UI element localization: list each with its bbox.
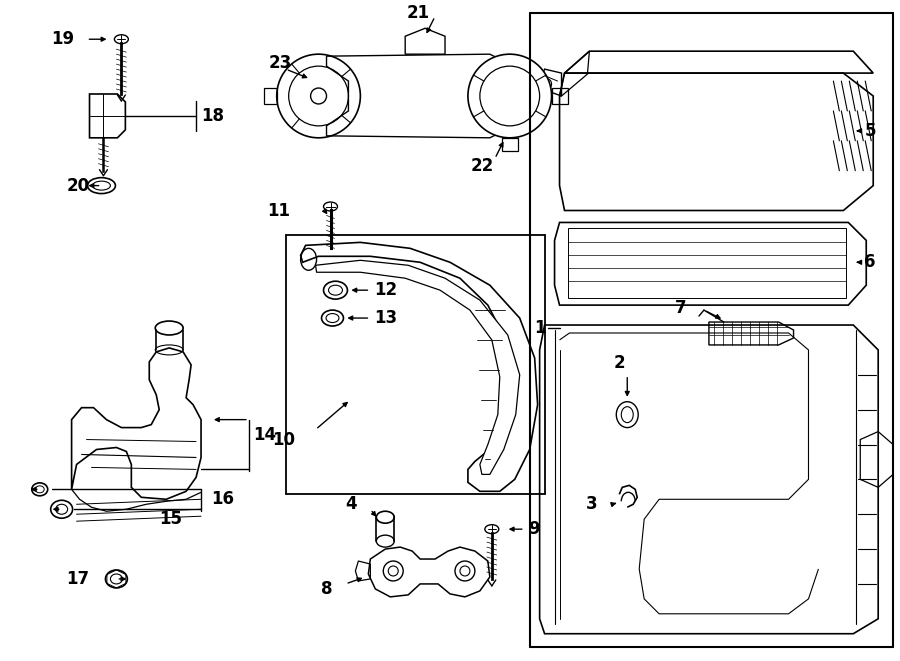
Polygon shape: [368, 547, 490, 597]
Polygon shape: [316, 260, 519, 475]
Ellipse shape: [50, 500, 73, 518]
Text: 15: 15: [159, 510, 182, 528]
Ellipse shape: [114, 35, 129, 44]
Text: 20: 20: [67, 176, 90, 194]
Text: 21: 21: [407, 5, 429, 22]
Ellipse shape: [616, 402, 638, 428]
Text: 2: 2: [614, 354, 626, 372]
Text: 8: 8: [320, 580, 332, 598]
Circle shape: [276, 54, 360, 137]
Polygon shape: [301, 243, 537, 491]
Ellipse shape: [155, 321, 183, 335]
Ellipse shape: [87, 178, 115, 194]
Text: 11: 11: [267, 202, 291, 219]
Ellipse shape: [32, 483, 48, 496]
Text: 5: 5: [864, 122, 876, 140]
Text: 23: 23: [269, 54, 292, 72]
Text: 22: 22: [470, 157, 493, 175]
Text: 1: 1: [535, 319, 546, 337]
Polygon shape: [72, 348, 201, 499]
Ellipse shape: [323, 281, 347, 299]
Text: 13: 13: [374, 309, 398, 327]
Text: 18: 18: [201, 107, 224, 125]
Text: 12: 12: [374, 281, 398, 299]
Circle shape: [383, 561, 403, 581]
Text: 16: 16: [211, 490, 234, 508]
Text: 19: 19: [51, 30, 75, 48]
Text: 3: 3: [586, 495, 598, 514]
Text: 17: 17: [67, 570, 90, 588]
Text: 7: 7: [675, 299, 687, 317]
Circle shape: [455, 561, 475, 581]
Circle shape: [310, 88, 327, 104]
Ellipse shape: [321, 310, 344, 326]
Text: 9: 9: [527, 520, 539, 538]
Text: 14: 14: [253, 426, 276, 444]
Polygon shape: [89, 94, 125, 137]
Ellipse shape: [376, 511, 394, 524]
Ellipse shape: [485, 525, 499, 533]
Ellipse shape: [105, 570, 128, 588]
Text: 10: 10: [273, 430, 296, 449]
Circle shape: [468, 54, 552, 137]
Text: 6: 6: [864, 253, 876, 271]
Ellipse shape: [323, 202, 338, 211]
Text: 4: 4: [346, 495, 357, 514]
